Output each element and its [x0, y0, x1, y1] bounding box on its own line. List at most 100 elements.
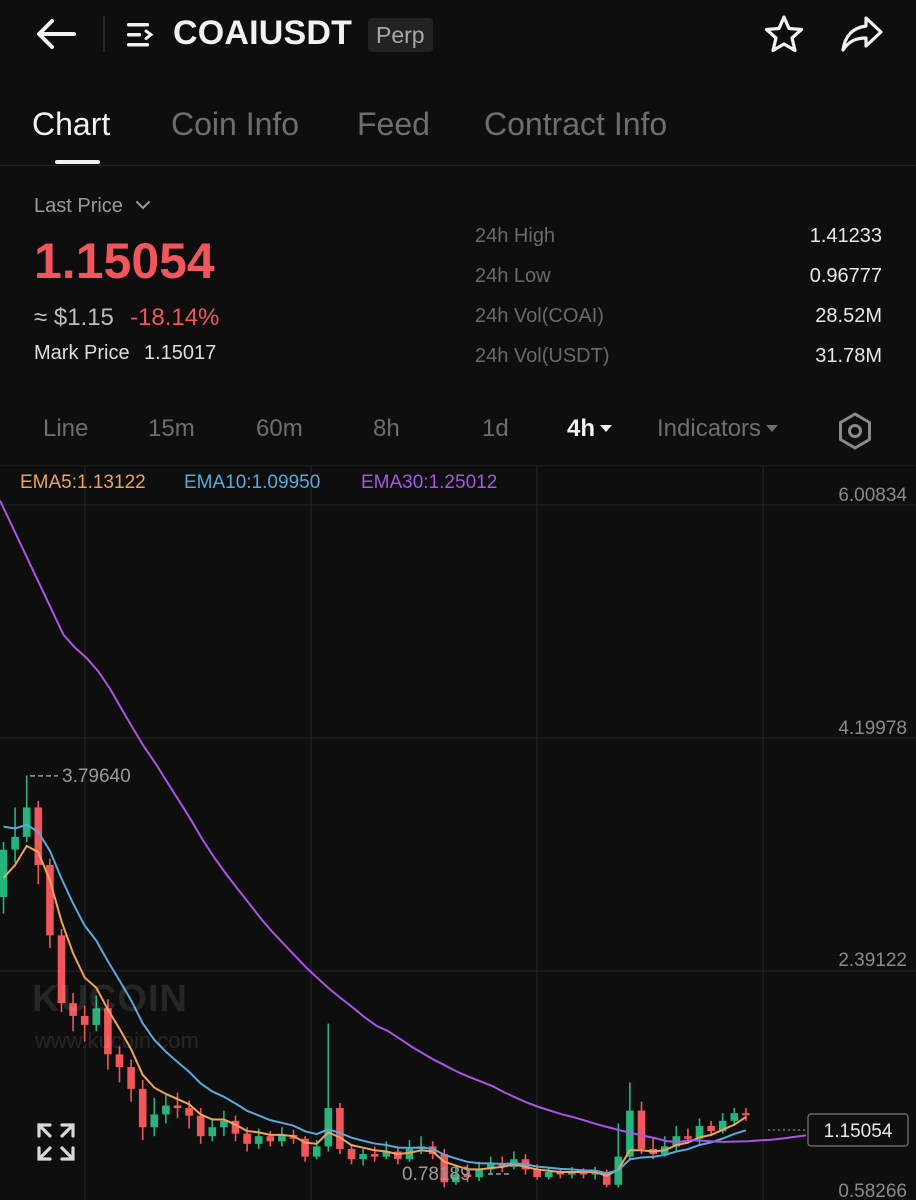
- interval-1d[interactable]: 1d: [482, 415, 509, 442]
- candle-body: [498, 1164, 507, 1167]
- stat-label: 24h Low: [475, 265, 551, 287]
- indicators-label: Indicators: [657, 415, 762, 442]
- interval-60m[interactable]: 60m: [256, 415, 303, 442]
- watermark-url: www.kucoin.com: [35, 1028, 199, 1053]
- tab-coin-info[interactable]: Coin Info: [171, 106, 300, 142]
- candle-body: [243, 1133, 251, 1144]
- candle-body: [718, 1120, 727, 1132]
- candle-body: [486, 1164, 495, 1170]
- candle-body: [22, 807, 31, 837]
- ema30-line: [0, 500, 807, 1144]
- share-icon[interactable]: [840, 14, 884, 54]
- stat-value: 31.78M: [815, 345, 882, 367]
- candle-body: [568, 1171, 576, 1175]
- candle-body: [684, 1136, 692, 1139]
- tab-contract-info[interactable]: Contract Info: [484, 106, 668, 142]
- candle-body: [579, 1171, 588, 1175]
- menu-list-icon[interactable]: [126, 22, 158, 48]
- candle-body: [254, 1136, 263, 1144]
- candle-body: [382, 1151, 391, 1157]
- candle-body: [46, 865, 54, 936]
- fullscreen-icon[interactable]: [36, 1122, 76, 1162]
- candle-body: [602, 1171, 611, 1185]
- stat-label: 24h High: [475, 225, 556, 247]
- candlestick-chart[interactable]: 6.00834 4.19978 2.39122 0.58266 3.79640 0.781…: [0, 465, 916, 1200]
- ema5-line: [2, 844, 747, 1177]
- candle-body: [11, 836, 19, 850]
- candle-body: [533, 1169, 541, 1178]
- chevron-down-icon[interactable]: [134, 198, 152, 212]
- ema5-legend: EMA5:1.13122: [20, 472, 146, 493]
- candle-body: [463, 1174, 472, 1178]
- candle-body: [127, 1067, 135, 1089]
- candle-body: [544, 1171, 553, 1178]
- mark-price-value: 1.15017: [144, 342, 217, 364]
- interval-8h[interactable]: 8h: [373, 415, 400, 442]
- candle-body: [707, 1125, 715, 1132]
- tab-feed[interactable]: Feed: [357, 106, 430, 142]
- stat-value: 0.96777: [809, 265, 882, 287]
- back-arrow-icon[interactable]: [34, 16, 78, 52]
- price-change: -18.14%: [130, 304, 220, 331]
- candle-body: [394, 1151, 402, 1160]
- candle-body: [208, 1127, 217, 1137]
- ema10-line: [3, 823, 747, 1175]
- candle-body: [104, 1008, 112, 1055]
- last-price: 1.15054: [34, 233, 215, 289]
- candle-body: [57, 935, 66, 1004]
- candle-body: [312, 1146, 321, 1157]
- interval-selector[interactable]: 4h: [567, 415, 613, 443]
- candle-body: [591, 1171, 599, 1175]
- y-axis-label: 6.00834: [838, 485, 907, 506]
- candle-body: [347, 1148, 356, 1160]
- candle-body: [452, 1174, 460, 1183]
- watermark-logo: KUCOIN: [32, 978, 188, 1020]
- candle-body: [556, 1171, 565, 1175]
- usd-approx: ≈ $1.15: [34, 304, 114, 331]
- candle-body: [80, 1015, 89, 1025]
- candle-body: [336, 1108, 344, 1149]
- y-axis-label: 0.58266: [838, 1181, 907, 1200]
- candle-body: [742, 1113, 750, 1116]
- divider: [103, 16, 105, 52]
- ema10-legend: EMA10:1.09950: [184, 472, 321, 493]
- interval-selected: 4h: [567, 415, 596, 442]
- candle-body: [92, 1008, 101, 1025]
- settings-icon[interactable]: [836, 412, 874, 450]
- candle-body: [162, 1105, 170, 1115]
- tab-chart[interactable]: Chart: [32, 106, 111, 142]
- interval-line[interactable]: Line: [43, 415, 89, 442]
- candle-body: [324, 1108, 333, 1147]
- tab-bar: Chart Coin Info Feed Contract Info: [0, 102, 916, 166]
- candle-body: [359, 1154, 367, 1160]
- indicators-dropdown[interactable]: Indicators: [657, 415, 779, 443]
- current-price-box: [807, 1113, 909, 1147]
- current-price-label: 1.15054: [824, 1121, 893, 1142]
- stat-value: 28.52M: [815, 305, 882, 327]
- candle-body: [405, 1148, 414, 1160]
- candle-body: [695, 1125, 704, 1139]
- candle-body: [138, 1088, 147, 1128]
- ema30-legend: EMA30:1.25012: [361, 472, 498, 493]
- y-axis-label: 2.39122: [838, 950, 907, 971]
- candle-body: [428, 1146, 437, 1155]
- interval-15m[interactable]: 15m: [148, 415, 195, 442]
- stat-value: 1.41233: [809, 225, 882, 247]
- candle-body: [370, 1154, 379, 1157]
- candle-body: [196, 1115, 205, 1137]
- perp-badge: Perp: [368, 18, 433, 52]
- candle-body: [69, 1003, 77, 1016]
- candle-body: [266, 1136, 275, 1142]
- active-tab-indicator: [55, 160, 100, 164]
- stat-label: 24h Vol(COAI): [475, 305, 604, 327]
- candle-body: [34, 807, 43, 866]
- candle-body: [150, 1114, 159, 1128]
- star-icon[interactable]: [764, 14, 804, 54]
- price-type-selector[interactable]: Last Price: [34, 195, 123, 217]
- y-axis-label: 4.19978: [838, 718, 907, 739]
- caret-down-icon: [600, 424, 613, 432]
- top-bar: COAIUSDT Perp: [0, 0, 916, 72]
- caret-down-icon: [766, 424, 779, 432]
- symbol-title[interactable]: COAIUSDT: [173, 14, 353, 52]
- candle-body: [730, 1113, 739, 1121]
